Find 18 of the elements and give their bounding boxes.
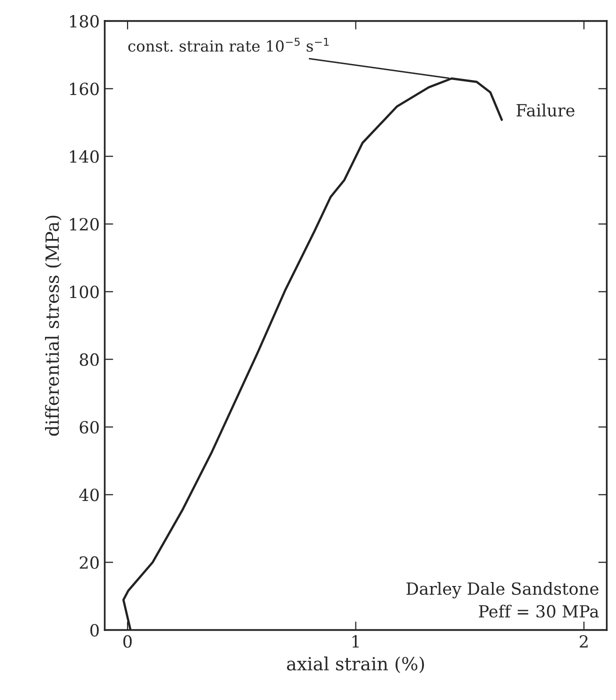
x-tick-label: 2 bbox=[580, 635, 588, 648]
y-tick-label: 100 bbox=[70, 286, 99, 298]
y-tick-label: 120 bbox=[70, 218, 99, 231]
y-tick-label: 160 bbox=[70, 82, 99, 96]
annotation: Failure bbox=[516, 104, 574, 117]
y-tick-label: 180 bbox=[70, 14, 99, 28]
annotation: Darley Dale Sandstone Peff = 30 MPa bbox=[406, 582, 599, 618]
x-axis-title: axial strain (%) bbox=[286, 656, 424, 674]
y-tick-label: 140 bbox=[70, 150, 99, 163]
annotation: const. strain rate 10$^{−5}$ s$^{−1}$ bbox=[128, 38, 329, 52]
y-tick-label: 80 bbox=[80, 353, 99, 366]
x-tick-label: 1 bbox=[352, 635, 359, 648]
y-tick-label: 20 bbox=[80, 556, 99, 569]
y-axis-title: differential stress (MPa) bbox=[45, 216, 62, 436]
x-tick-label: 0 bbox=[123, 635, 132, 648]
y-tick-label: 60 bbox=[80, 420, 99, 434]
y-tick-label: 0 bbox=[90, 624, 99, 637]
y-tick-label: 40 bbox=[79, 488, 99, 502]
